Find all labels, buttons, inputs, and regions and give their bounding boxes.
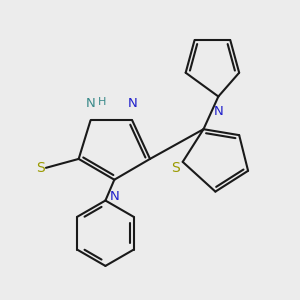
- Text: H: H: [98, 97, 106, 107]
- Text: S: S: [171, 161, 180, 175]
- Text: S: S: [36, 161, 44, 175]
- Text: N: N: [110, 190, 119, 203]
- Text: N: N: [86, 97, 95, 110]
- Text: N: N: [214, 105, 223, 119]
- Text: N: N: [127, 97, 137, 110]
